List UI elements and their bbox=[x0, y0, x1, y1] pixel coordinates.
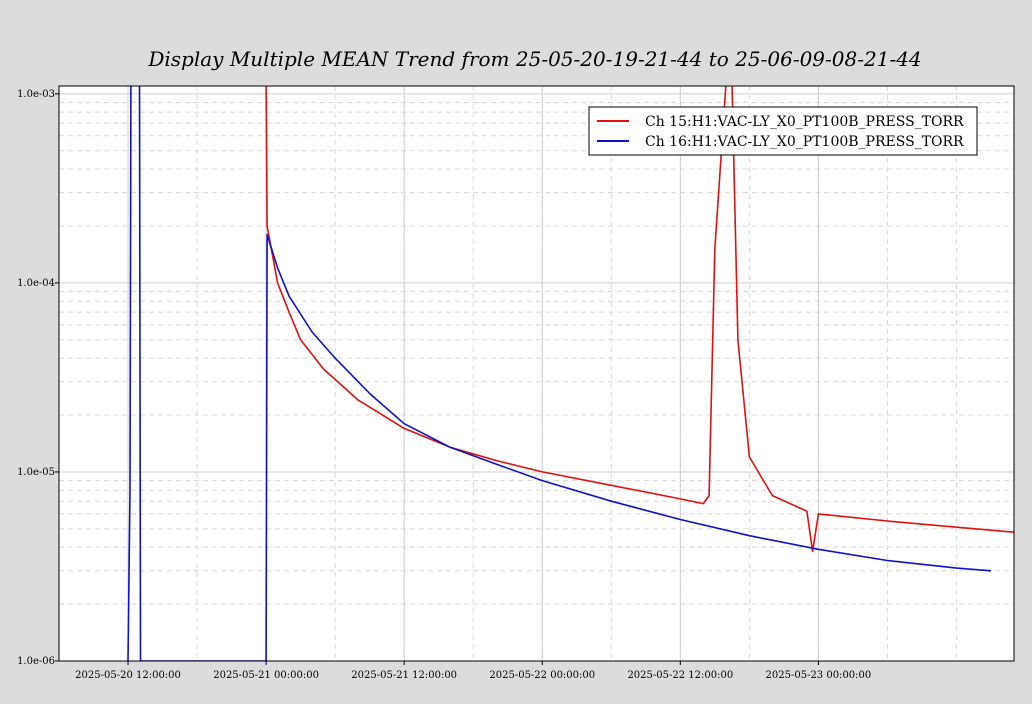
series-layer bbox=[127, 86, 1014, 661]
axes: 1.0e-06 1.0e-05 1.0e-04 1.0e-03 2025-05-20 1… bbox=[17, 89, 871, 681]
y-tick-label: 1.0e-06 bbox=[17, 656, 55, 667]
y-tick-label: 1.0e-05 bbox=[17, 467, 55, 478]
x-tick-label: 2025-05-21 12:00:00 bbox=[351, 670, 457, 681]
legend-label: Ch 16:H1:VAC-LY_X0_PT100B_PRESS_TORR bbox=[645, 134, 964, 150]
x-tick-label: 2025-05-23 00:00:00 bbox=[766, 670, 872, 681]
x-tick-label: 2025-05-21 00:00:00 bbox=[213, 670, 319, 681]
x-tick-label: 2025-05-22 00:00:00 bbox=[489, 670, 595, 681]
y-tick-label: 1.0e-04 bbox=[17, 278, 55, 289]
series-line-1 bbox=[265, 86, 1014, 553]
chart-title: Display Multiple MEAN Trend from 25-05-2… bbox=[147, 47, 921, 71]
legend-label: Ch 15:H1:VAC-LY_X0_PT100B_PRESS_TORR bbox=[645, 114, 964, 130]
plot-area bbox=[59, 86, 1014, 661]
y-tick-label: 1.0e-03 bbox=[17, 89, 55, 100]
x-tick-label: 2025-05-20 12:00:00 bbox=[75, 670, 181, 681]
legend-box bbox=[588, 106, 978, 156]
plot-frame bbox=[58, 85, 1015, 662]
legend: Ch 15:H1:VAC-LY_X0_PT100B_PRESS_TORR Ch 1… bbox=[588, 106, 978, 156]
series-line-2 bbox=[127, 86, 992, 661]
x-tick-label: 2025-05-22 12:00:00 bbox=[627, 670, 733, 681]
